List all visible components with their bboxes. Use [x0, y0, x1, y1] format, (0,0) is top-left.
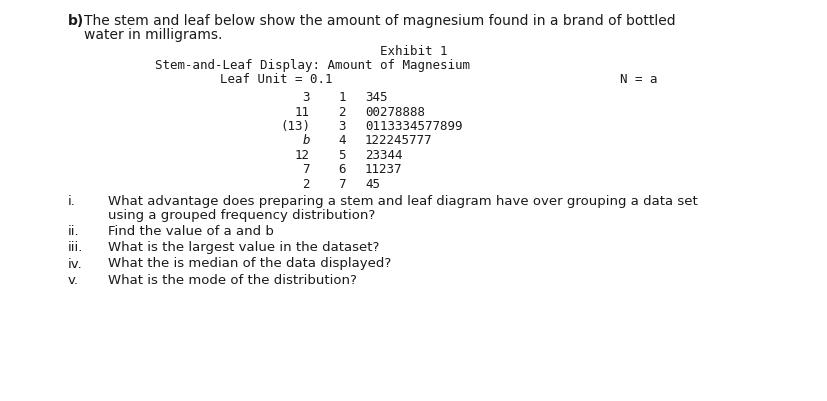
Text: What advantage does preparing a stem and leaf diagram have over grouping a data : What advantage does preparing a stem and…: [108, 194, 697, 207]
Text: 11237: 11237: [365, 163, 402, 176]
Text: The stem and leaf below show the amount of magnesium found in a brand of bottled: The stem and leaf below show the amount …: [84, 14, 675, 28]
Text: Exhibit 1: Exhibit 1: [380, 45, 447, 58]
Text: 7: 7: [338, 178, 346, 190]
Text: Stem-and-Leaf Display: Amount of Magnesium: Stem-and-Leaf Display: Amount of Magnesi…: [155, 59, 470, 72]
Text: b: b: [302, 134, 309, 147]
Text: v.: v.: [68, 273, 79, 286]
Text: 7: 7: [302, 163, 309, 176]
Text: b): b): [68, 14, 84, 28]
Text: Find the value of a and b: Find the value of a and b: [108, 225, 274, 238]
Text: 4: 4: [338, 134, 346, 147]
Text: 3: 3: [302, 91, 309, 104]
Text: using a grouped frequency distribution?: using a grouped frequency distribution?: [108, 209, 375, 222]
Text: 23344: 23344: [365, 149, 402, 162]
Text: (13): (13): [280, 120, 309, 133]
Text: iii.: iii.: [68, 241, 84, 254]
Text: 11: 11: [294, 105, 309, 118]
Text: 345: 345: [365, 91, 387, 104]
Text: 1: 1: [338, 91, 346, 104]
Text: 6: 6: [338, 163, 346, 176]
Text: 122245777: 122245777: [365, 134, 432, 147]
Text: 3: 3: [338, 120, 346, 133]
Text: 2: 2: [302, 178, 309, 190]
Text: iv.: iv.: [68, 257, 83, 270]
Text: What is the mode of the distribution?: What is the mode of the distribution?: [108, 273, 356, 286]
Text: Leaf Unit = 0.1: Leaf Unit = 0.1: [220, 73, 332, 86]
Text: What is the largest value in the dataset?: What is the largest value in the dataset…: [108, 241, 379, 254]
Text: N = a: N = a: [619, 73, 657, 86]
Text: 0113334577899: 0113334577899: [365, 120, 462, 133]
Text: What the is median of the data displayed?: What the is median of the data displayed…: [108, 257, 391, 270]
Text: 5: 5: [338, 149, 346, 162]
Text: 00278888: 00278888: [365, 105, 424, 118]
Text: 2: 2: [338, 105, 346, 118]
Text: 12: 12: [294, 149, 309, 162]
Text: water in milligrams.: water in milligrams.: [84, 28, 222, 42]
Text: ii.: ii.: [68, 225, 79, 238]
Text: i.: i.: [68, 194, 76, 207]
Text: 45: 45: [365, 178, 380, 190]
